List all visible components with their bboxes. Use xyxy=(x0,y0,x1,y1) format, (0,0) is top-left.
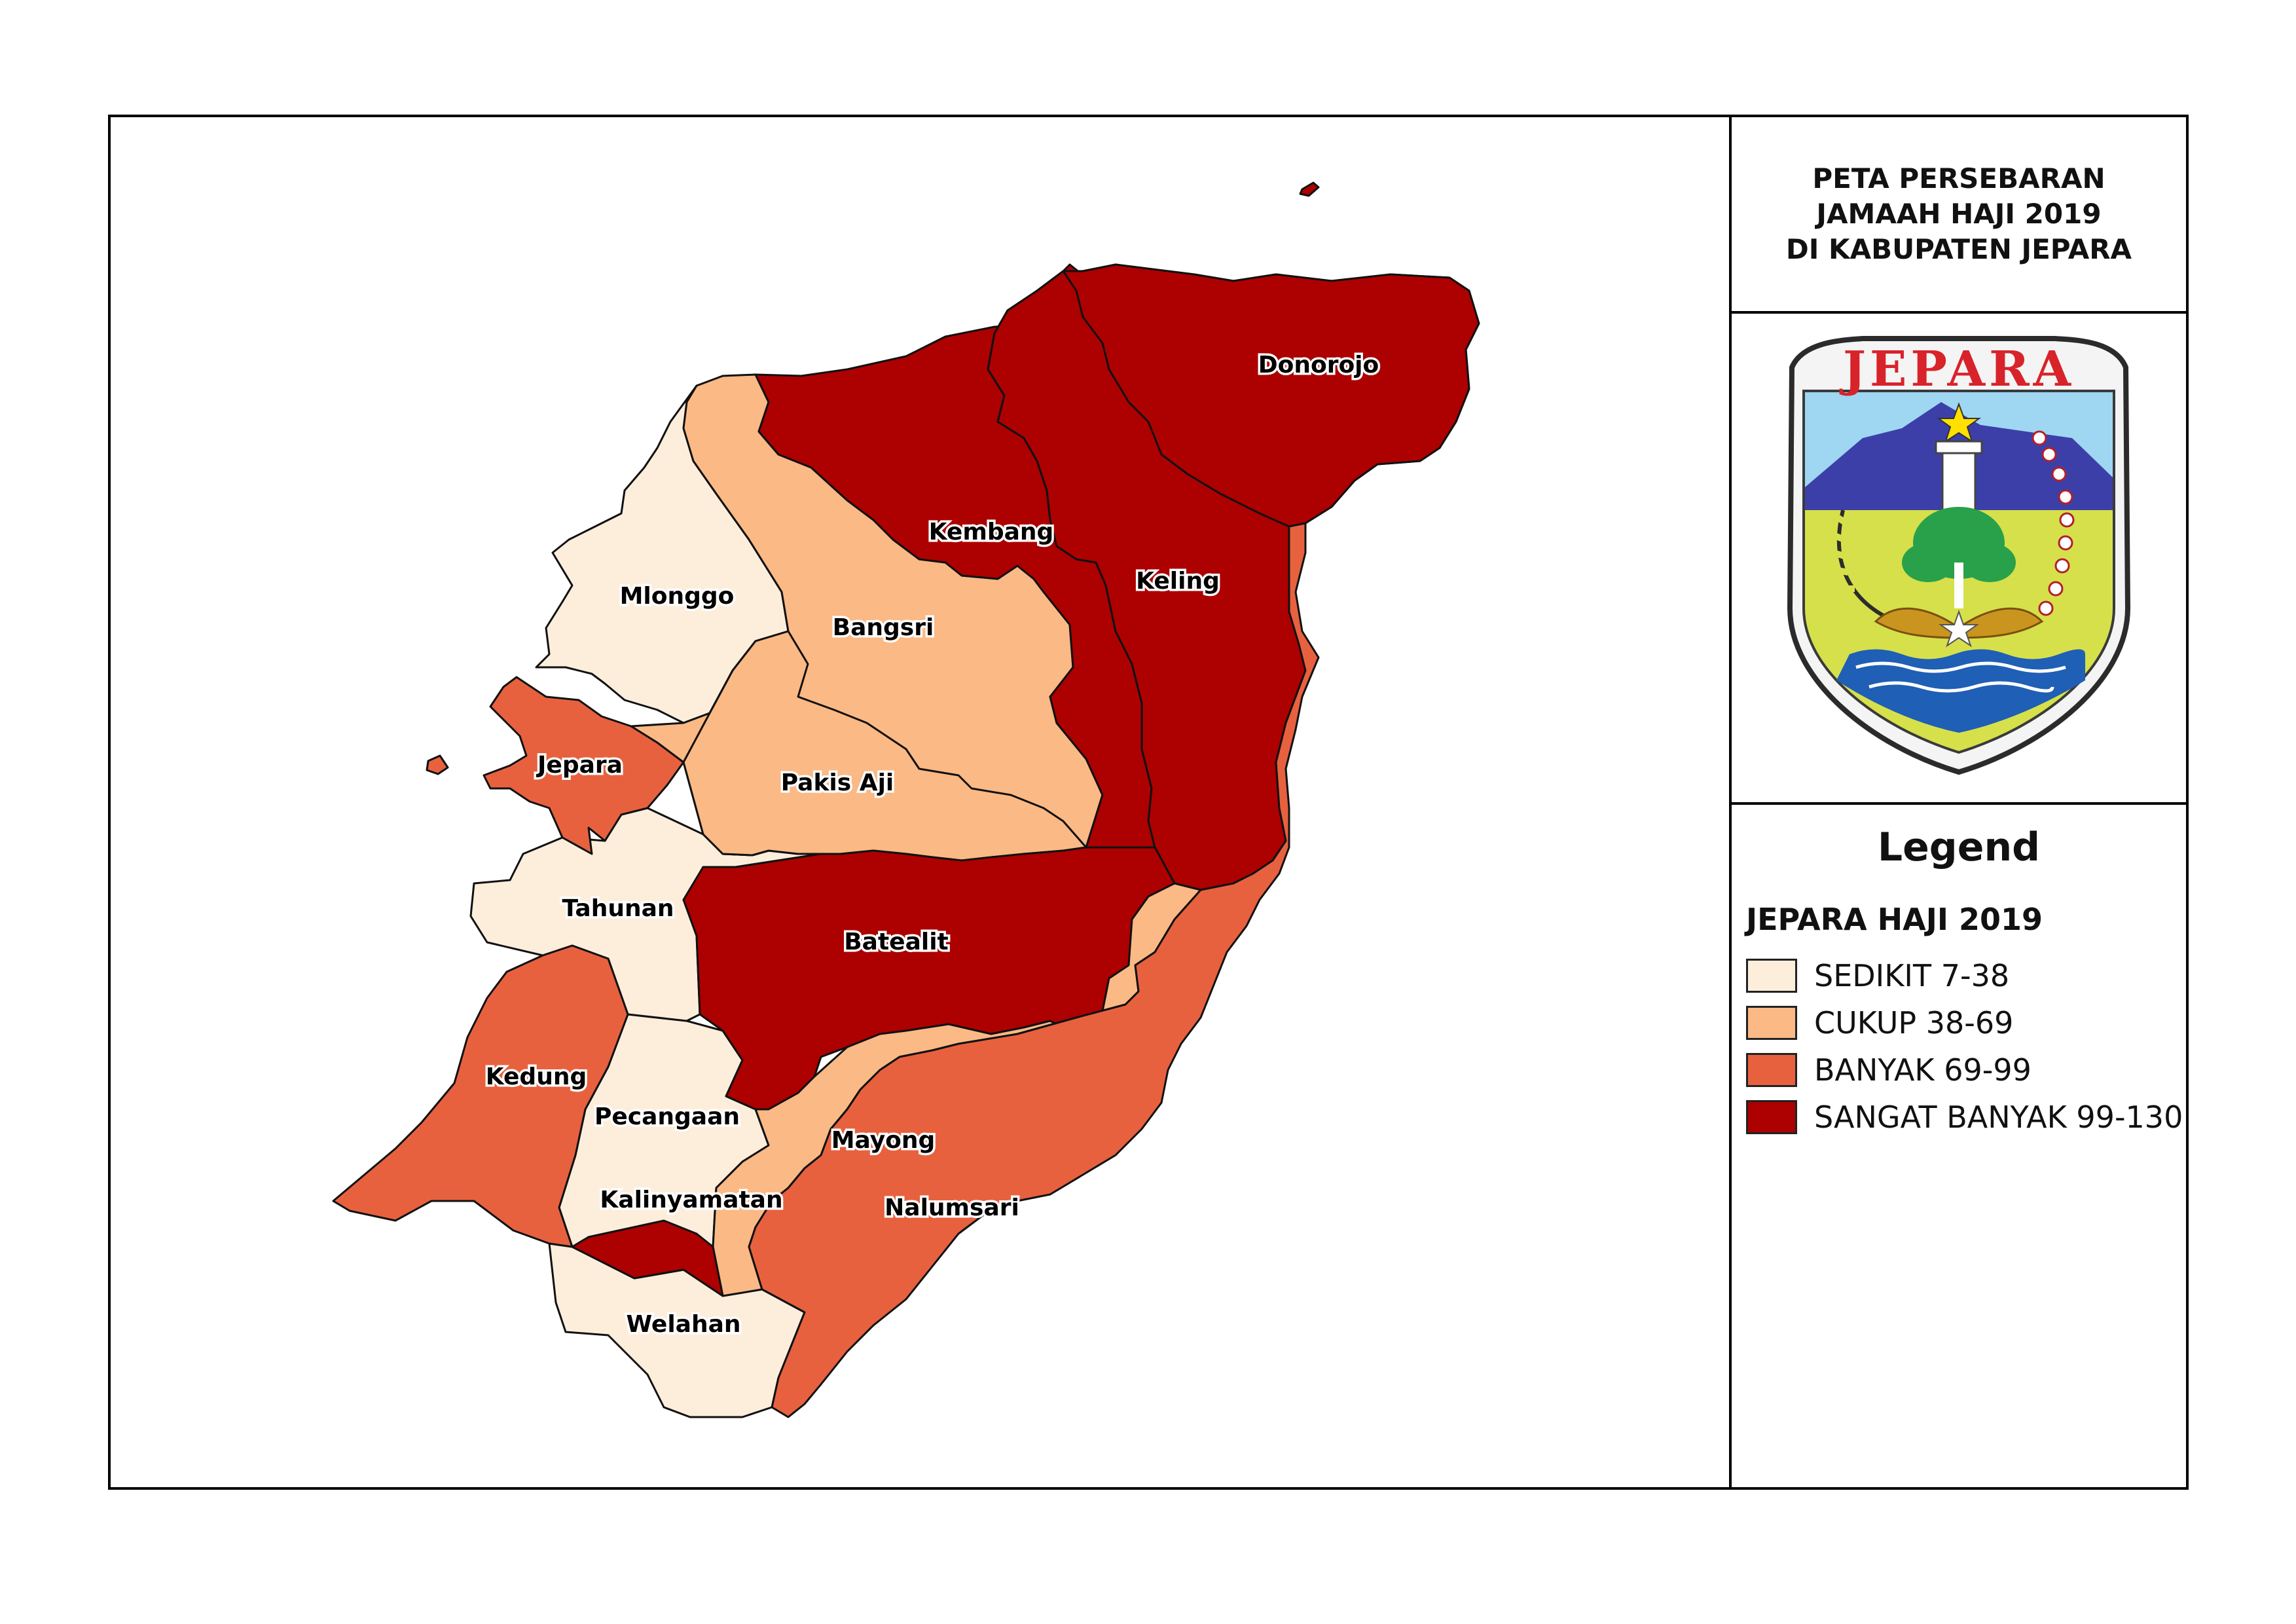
legend-layer-name: JEPARA HAJI 2019 xyxy=(1746,902,2043,937)
legend-item-2: BANYAK 69-99 xyxy=(1746,1050,2032,1090)
district-label-nalumsari: Nalumsari xyxy=(884,1194,1019,1221)
legend-title: Legend xyxy=(1877,824,2041,870)
district-label-batealit: Batealit xyxy=(844,929,949,955)
district-label-kembang: Kembang xyxy=(929,519,1054,545)
district-map: Donorojo Kembang Keling Mlonggo Bangsri Jepar… xyxy=(332,181,1480,1418)
district-kalinyamatan[interactable] xyxy=(571,1219,724,1297)
jepara-coat-of-arms-icon: JEPARA xyxy=(1787,336,2131,775)
district-label-bangsri: Bangsri xyxy=(833,614,934,641)
legend-label: CUKUP 38-69 xyxy=(1814,1005,2014,1041)
map-title-line-3: DI KABUPATEN JEPARA xyxy=(1785,233,2132,265)
legend-swatch xyxy=(1746,959,1797,993)
legend-item-1: CUKUP 38-69 xyxy=(1746,1003,2013,1043)
legend: Legend JEPARA HAJI 2019 SEDIKIT 7-38 CUK… xyxy=(1732,805,2186,1487)
district-donorojo-islet xyxy=(1299,181,1320,197)
district-label-tahunan: Tahunan xyxy=(562,895,674,922)
district-kedung[interactable] xyxy=(332,944,629,1248)
legend-item-3: SANGAT BANYAK 99-130 xyxy=(1746,1097,2183,1137)
side-panel: PETA PERSEBARAN JAMAAH HAJI 2019 DI KABU… xyxy=(1729,115,2189,1490)
logo-box: JEPARA xyxy=(1732,314,2186,805)
district-label-pakis-aji: Pakis Aji xyxy=(781,769,894,796)
district-label-jepara: Jepara xyxy=(536,752,623,779)
legend-swatch xyxy=(1746,1100,1797,1134)
legend-swatch xyxy=(1746,1053,1797,1087)
district-label-keling: Keling xyxy=(1136,568,1220,595)
district-donorojo[interactable] xyxy=(1062,263,1480,528)
map-title-line-2: JAMAAH HAJI 2019 xyxy=(1816,198,2102,230)
district-jepara-islet xyxy=(426,754,449,775)
district-label-kedung: Kedung xyxy=(486,1063,587,1090)
district-label-welahan: Welahan xyxy=(626,1311,740,1338)
map-frame: Donorojo Kembang Keling Mlonggo Bangsri Jepar… xyxy=(108,115,1732,1490)
legend-swatch xyxy=(1746,1006,1797,1040)
logo-text: JEPARA xyxy=(1839,341,2075,397)
map-title-box: PETA PERSEBARAN JAMAAH HAJI 2019 DI KABU… xyxy=(1732,117,2186,314)
district-label-mayong: Mayong xyxy=(831,1127,936,1154)
district-nalumsari[interactable] xyxy=(748,522,1320,1418)
legend-label: SEDIKIT 7-38 xyxy=(1814,958,2010,993)
district-label-pecangaan: Pecangaan xyxy=(594,1103,740,1130)
legend-item-0: SEDIKIT 7-38 xyxy=(1746,955,2009,996)
legend-label: SANGAT BANYAK 99-130 xyxy=(1814,1099,2183,1135)
district-label-kalinyamatan: Kalinyamatan xyxy=(600,1187,782,1213)
legend-label: BANYAK 69-99 xyxy=(1814,1052,2032,1088)
district-label-mlonggo: Mlonggo xyxy=(620,583,735,610)
map-title-line-1: PETA PERSEBARAN xyxy=(1812,162,2105,194)
district-label-donorojo: Donorojo xyxy=(1258,352,1379,378)
